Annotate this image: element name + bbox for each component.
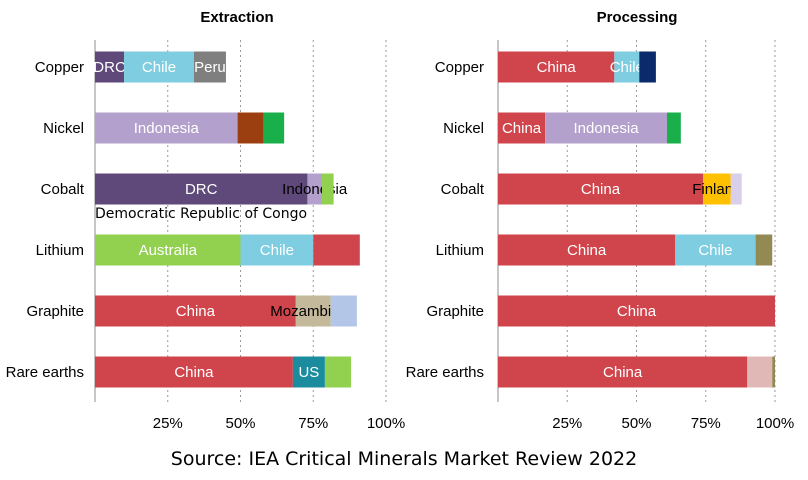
- extraction-segment-label: DRC: [185, 181, 218, 198]
- source-caption: Source: IEA Critical Minerals Market Rev…: [170, 448, 638, 470]
- processing-tick-label: 100%: [756, 415, 794, 432]
- extraction-category-label: Copper: [35, 59, 84, 76]
- extraction-bar-segment: [307, 173, 322, 205]
- extraction-bar-segment: [124, 51, 194, 83]
- extraction-tick-label: 100%: [367, 415, 405, 432]
- processing-category-label: Rare earths: [406, 364, 484, 381]
- processing-bar-segment: [498, 51, 615, 83]
- processing-bar-segment: [639, 51, 656, 83]
- extraction-bar-segment: [324, 356, 352, 388]
- processing-segment-label: Chile: [610, 59, 644, 76]
- extraction-category-label: Graphite: [26, 303, 84, 320]
- processing-bar-segment: [498, 173, 703, 205]
- extraction-bar-segment: [292, 356, 325, 388]
- processing-title: Processing: [597, 9, 678, 26]
- processing-bar-segment: [498, 234, 676, 266]
- processing-bar-segment: [666, 112, 681, 144]
- extraction-panel: Extraction 25% 50% 75% 100% Copper DRC Chile Per…: [6, 9, 406, 432]
- processing-bar-segment: [675, 234, 756, 266]
- extraction-bar-segment: [193, 51, 226, 83]
- extraction-category-label: Cobalt: [41, 181, 85, 198]
- processing-tick-label: 25%: [552, 415, 582, 432]
- processing-segment-label: China: [603, 364, 643, 381]
- processing-bar-segment: [498, 112, 546, 144]
- extraction-bar-segment: [330, 295, 357, 327]
- extraction-segment-label: DRC: [93, 59, 126, 76]
- processing-category-label: Graphite: [426, 303, 484, 320]
- extraction-bar-segment: [321, 173, 334, 205]
- extraction-tick-label: 25%: [153, 415, 183, 432]
- extraction-bar-segment: [237, 112, 264, 144]
- processing-segment-label: China: [617, 303, 657, 320]
- extraction-bar-segment: [95, 173, 308, 205]
- processing-panel: Processing 25% 50% 75% 100% Copper China Chile N…: [406, 9, 795, 432]
- chart-figure: Extraction 25% 50% 75% 100% Copper DRC Chile Per…: [6, 9, 795, 432]
- extraction-bar-segment: [263, 112, 285, 144]
- extraction-bar-segment: [95, 295, 296, 327]
- extraction-segment-label: US: [298, 364, 319, 381]
- extraction-annotation: Democratic Republic of Congo: [95, 206, 307, 222]
- processing-category-label: Cobalt: [441, 181, 485, 198]
- extraction-bar-segment: [95, 234, 241, 266]
- extraction-tick-label: 75%: [298, 415, 328, 432]
- extraction-title: Extraction: [200, 9, 273, 26]
- extraction-segment-label: Chile: [260, 242, 294, 259]
- processing-bar-segment: [755, 234, 773, 266]
- extraction-segment-label: Indonesia: [282, 181, 348, 198]
- processing-bar-segment: [772, 356, 775, 388]
- processing-bar-segment: [498, 356, 748, 388]
- processing-category-label: Nickel: [443, 120, 484, 137]
- processing-bar-segment: [498, 295, 775, 327]
- processing-bar-segment: [545, 112, 667, 144]
- extraction-segment-label: Indonesia: [134, 120, 200, 137]
- extraction-segment-label: China: [176, 303, 216, 320]
- processing-segment-label: Indonesia: [573, 120, 639, 137]
- extraction-tick-label: 50%: [225, 415, 255, 432]
- processing-segment-label: China: [537, 59, 577, 76]
- processing-segment-label: China: [581, 181, 621, 198]
- processing-category-label: Copper: [435, 59, 484, 76]
- extraction-segment-label: Australia: [139, 242, 198, 259]
- processing-segment-label: China: [502, 120, 542, 137]
- extraction-bar-segment: [95, 356, 293, 388]
- processing-segment-label: China: [567, 242, 607, 259]
- extraction-segment-label: Chile: [142, 59, 176, 76]
- extraction-category-label: Rare earths: [6, 364, 84, 381]
- extraction-category-label: Nickel: [43, 120, 84, 137]
- processing-bar-segment: [747, 356, 773, 388]
- processing-tick-label: 50%: [621, 415, 651, 432]
- processing-category-label: Lithium: [436, 242, 484, 259]
- extraction-bar-segment: [313, 234, 360, 266]
- processing-segment-label: Chile: [698, 242, 732, 259]
- processing-bar-segment: [614, 51, 640, 83]
- extraction-bar-segment: [295, 295, 331, 327]
- processing-tick-label: 75%: [691, 415, 721, 432]
- extraction-bar-segment: [95, 112, 238, 144]
- processing-bar-segment: [702, 173, 731, 205]
- extraction-bar-segment: [95, 51, 125, 83]
- extraction-category-label: Lithium: [36, 242, 84, 259]
- extraction-segment-label: China: [174, 364, 214, 381]
- processing-segment-label: Finland: [692, 181, 741, 198]
- extraction-bar-segment: [240, 234, 314, 266]
- processing-bar-segment: [730, 173, 742, 205]
- extraction-segment-label: Peru: [194, 59, 226, 76]
